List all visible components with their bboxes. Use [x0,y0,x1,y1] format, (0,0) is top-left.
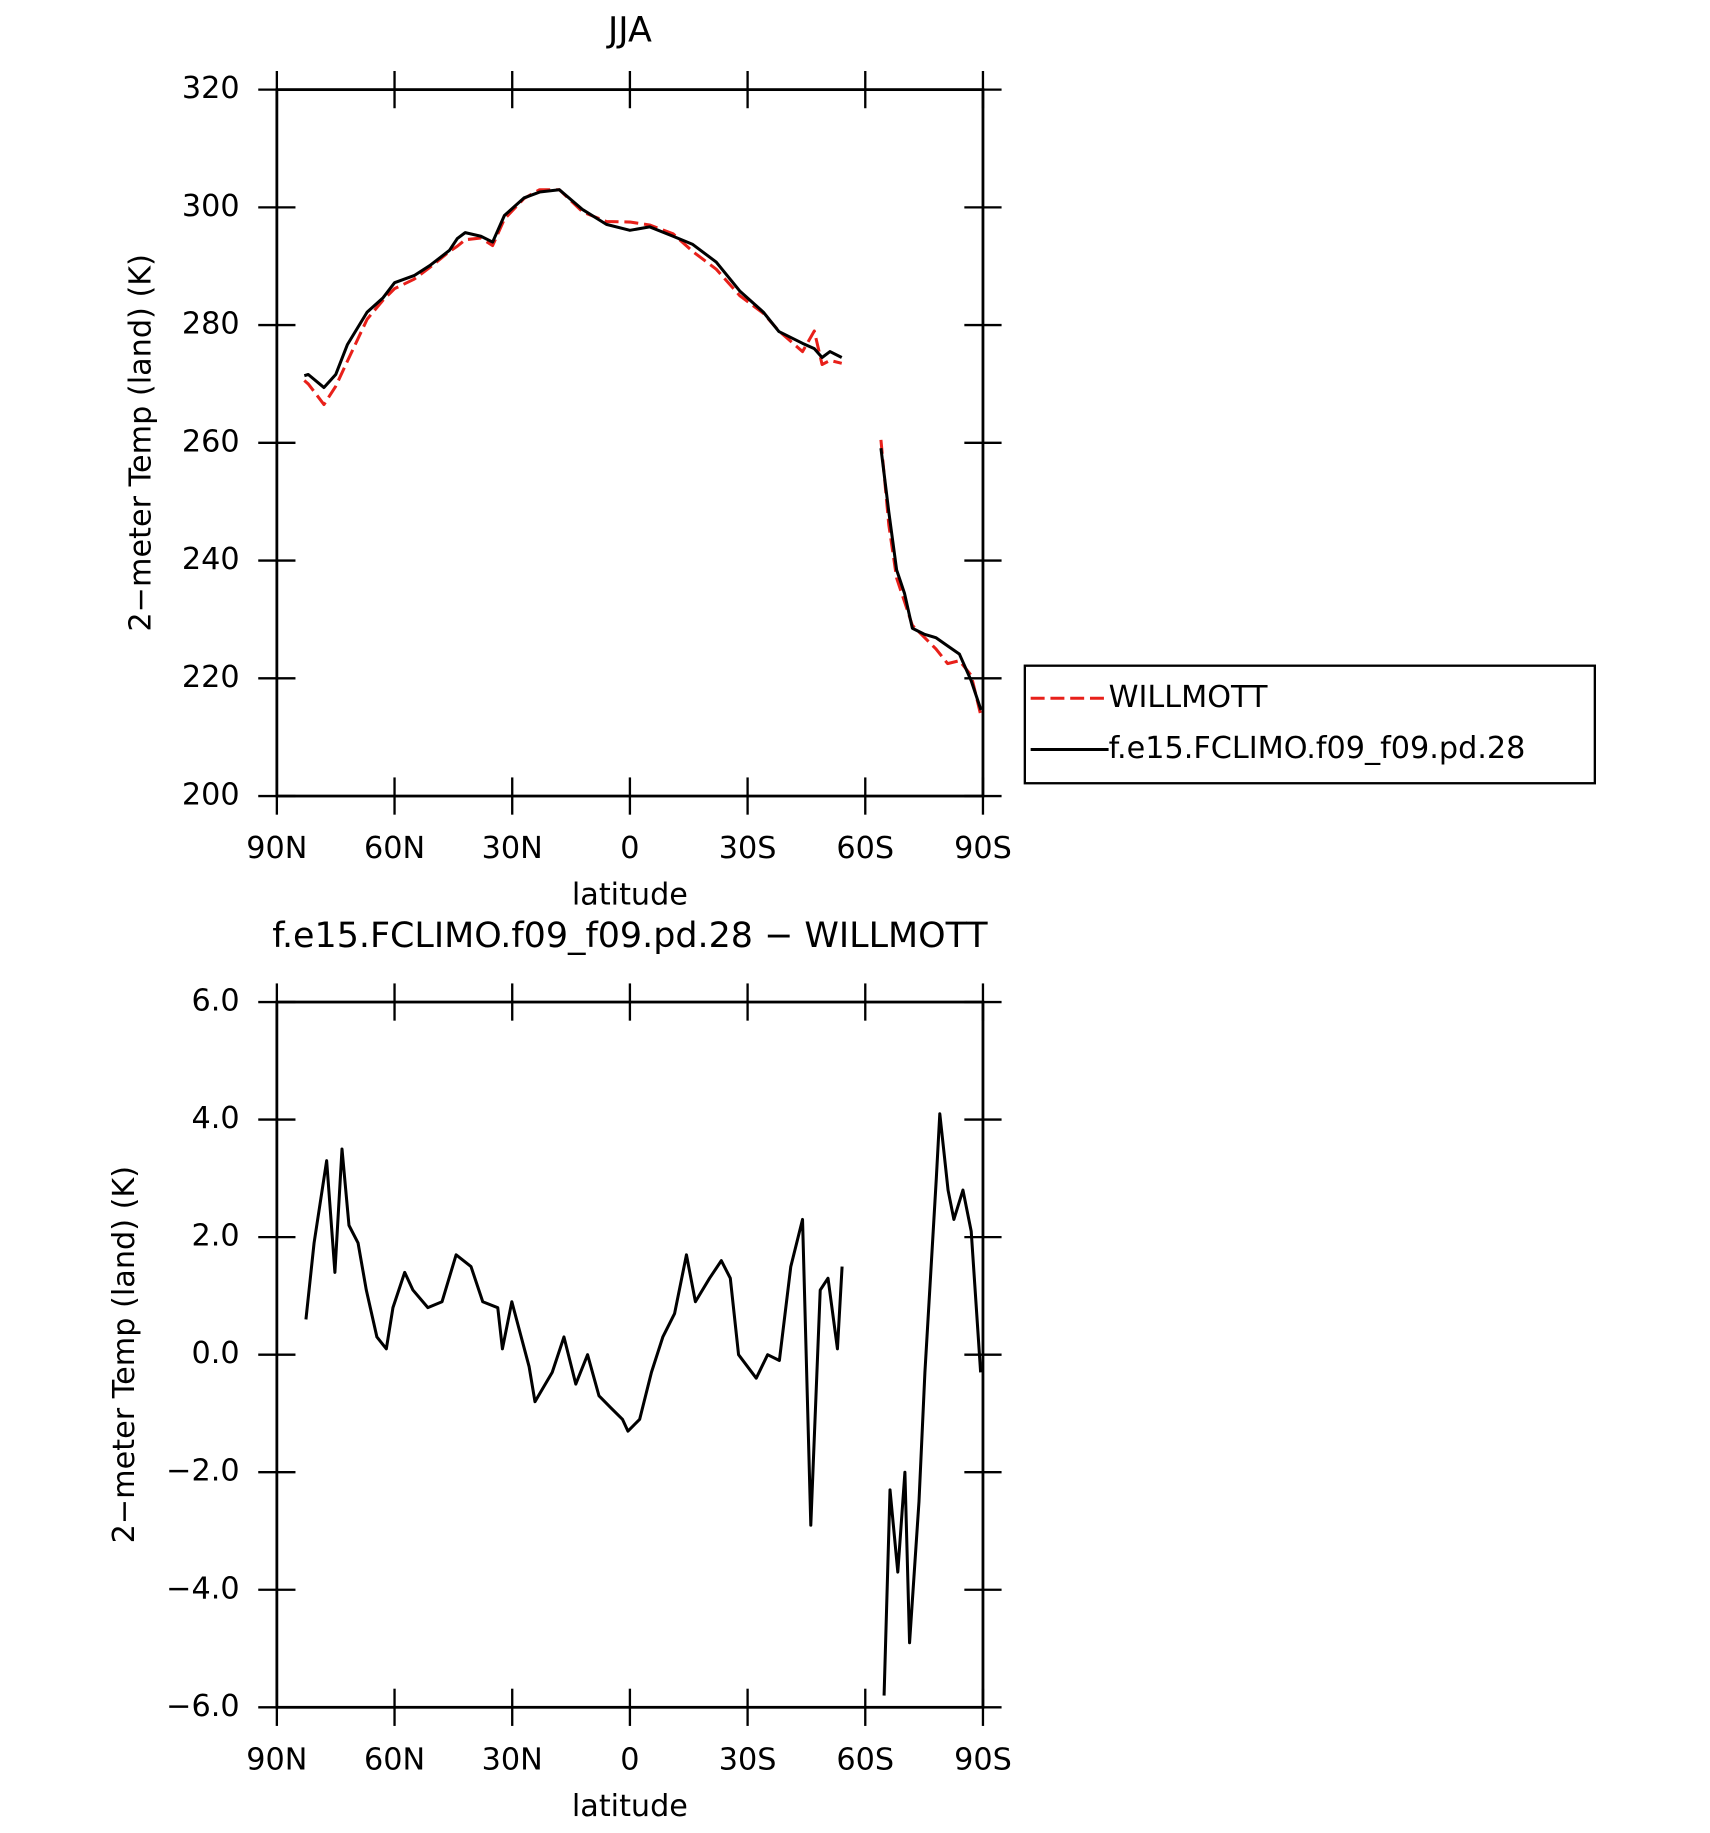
legend-label: WILLMOTT [1109,680,1268,715]
x-tick-label: 60S [836,1742,894,1777]
y-tick-label: 300 [182,189,240,224]
x-tick-label: 30S [719,831,777,866]
x-tick-label: 0 [620,1742,639,1777]
x-tick-label: 60S [836,831,894,866]
legend-label: f.e15.FCLIMO.f09_f09.pd.28 [1109,731,1526,766]
series-line [303,188,983,711]
plot-frame [275,1000,985,1709]
legend-box [1023,664,1596,785]
y-tick-label: −2.0 [166,1454,239,1489]
x-tick-label: 90N [246,1742,307,1777]
y-tick-label: 4.0 [192,1101,240,1136]
y-tick-label: 0.0 [192,1336,240,1371]
x-tick-label: 60N [364,1742,425,1777]
y-axis-label: 2−meter Temp (land) (K) [123,254,158,631]
y-tick-label: −4.0 [166,1571,239,1606]
y-tick-label: 280 [182,307,240,342]
y-axis-label: 2−meter Temp (land) (K) [107,1166,142,1543]
series-line [304,1112,983,1696]
x-axis-label: latitude [572,878,688,913]
chart-title: JJA [606,10,652,50]
y-tick-label: 320 [182,71,240,106]
x-tick-label: 60N [364,831,425,866]
y-tick-label: 2.0 [192,1219,240,1254]
plot-frame [275,88,985,798]
x-tick-label: 90S [954,831,1012,866]
y-tick-label: 240 [182,542,240,577]
y-tick-label: 6.0 [192,984,240,1019]
y-tick-label: 200 [182,778,240,813]
y-tick-label: 260 [182,424,240,459]
x-axis-label: latitude [572,1789,688,1824]
y-tick-label: −6.0 [166,1689,239,1724]
x-tick-label: 30N [482,1742,543,1777]
x-tick-label: 30S [719,1742,777,1777]
x-tick-label: 30N [482,831,543,866]
x-tick-label: 90S [954,1742,1012,1777]
chart-title: f.e15.FCLIMO.f09_f09.pd.28 − WILLMOTT [272,916,988,956]
legend: WILLMOTT f.e15.FCLIMO.f09_f09.pd.28 [1023,664,1596,785]
x-tick-label: 0 [620,831,639,866]
x-tick-label: 90N [246,831,307,866]
y-tick-label: 220 [182,660,240,695]
series-line [303,188,983,717]
